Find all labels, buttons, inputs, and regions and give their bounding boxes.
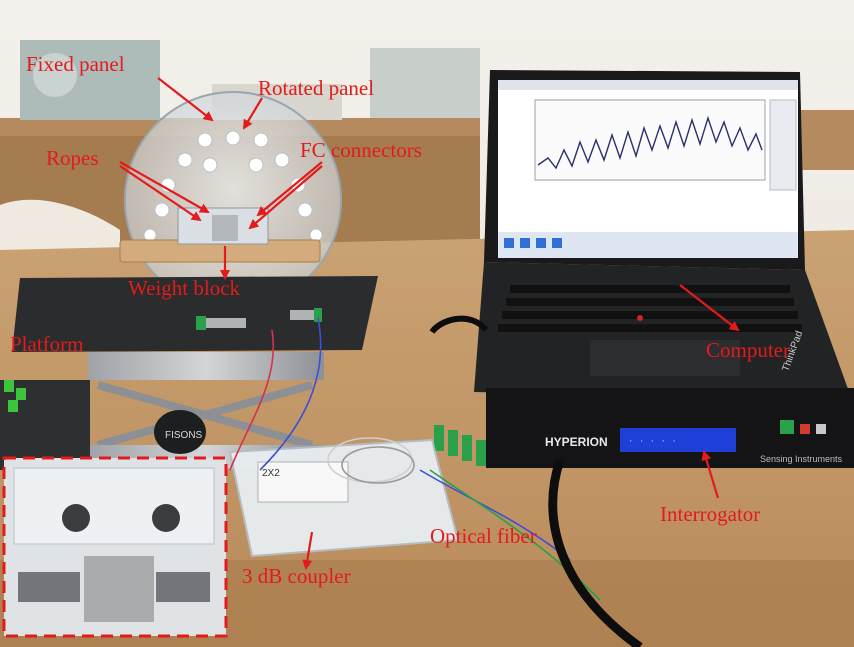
label-ropes: Ropes — [46, 146, 99, 170]
label-3db-coupler: 3 dB coupler — [242, 564, 351, 588]
coupler-sticker — [257, 461, 349, 503]
weight-block-object — [212, 215, 238, 241]
inset-weight-block — [84, 556, 154, 622]
annotation-arrows — [119, 77, 740, 570]
label-fixed-panel: Fixed panel — [26, 52, 125, 76]
arrow-ropes-2 — [119, 165, 202, 222]
inset-connector-left — [18, 572, 80, 602]
platform-board — [12, 276, 378, 352]
trackpoint — [637, 315, 643, 321]
arrow-computer — [679, 284, 740, 332]
label-interrogator: Interrogator — [660, 502, 761, 526]
spectrum-trace — [537, 115, 763, 170]
equipment-ring — [33, 53, 77, 97]
label-fc-connectors: FC connectors — [300, 138, 422, 162]
arrow-fixed-panel — [157, 77, 214, 122]
label-rotated-panel: Rotated panel — [258, 76, 375, 100]
jack-base-left — [0, 380, 90, 470]
keyboard-keys — [498, 285, 802, 332]
interrogator-ports — [780, 420, 826, 434]
screen-titlebar — [498, 80, 798, 90]
arrow-rotated-panel — [242, 97, 263, 130]
label-platform: Platform — [10, 332, 84, 356]
inset-frame — [2, 456, 228, 638]
jack-scissor — [96, 381, 314, 449]
arrow-ropes-1 — [119, 161, 210, 213]
jack-knob — [154, 410, 206, 454]
spectrum-plot-area — [534, 99, 766, 181]
usb-cable — [429, 315, 489, 334]
screen-toolbar — [769, 99, 797, 191]
label-computer: Computer — [706, 338, 790, 362]
black-cable — [548, 458, 643, 647]
label-weight-block: Weight block — [128, 276, 241, 300]
jack-top — [88, 352, 324, 380]
label-optical-fiber: Optical fiber — [430, 524, 537, 548]
platform-connectors — [196, 308, 322, 330]
inset-screw-right — [152, 504, 180, 532]
interrogator-display — [620, 428, 736, 452]
interrogator-brand: HYPERION — [545, 435, 608, 449]
arrow-fc-2 — [248, 165, 323, 230]
touchpad — [590, 340, 740, 376]
inset-connector-right — [156, 572, 210, 602]
green-caps — [4, 380, 26, 412]
arrow-coupler — [302, 531, 314, 570]
arrow-fc-1 — [256, 161, 323, 217]
interrogator-footer: Sensing Instruments — [760, 454, 843, 464]
arrow-interrogator — [701, 450, 720, 499]
jack-label: FISONS — [165, 430, 203, 441]
taskbar — [498, 232, 798, 258]
coupler-box-text: 2X2 — [262, 468, 280, 479]
taskbar-icons — [504, 238, 562, 248]
display-text: · · · · · — [628, 437, 677, 447]
back-equipment-right — [370, 48, 480, 118]
inset-screw-left — [62, 504, 90, 532]
inset-acrylic-plate — [13, 467, 215, 545]
fiber-connectors — [434, 425, 486, 466]
